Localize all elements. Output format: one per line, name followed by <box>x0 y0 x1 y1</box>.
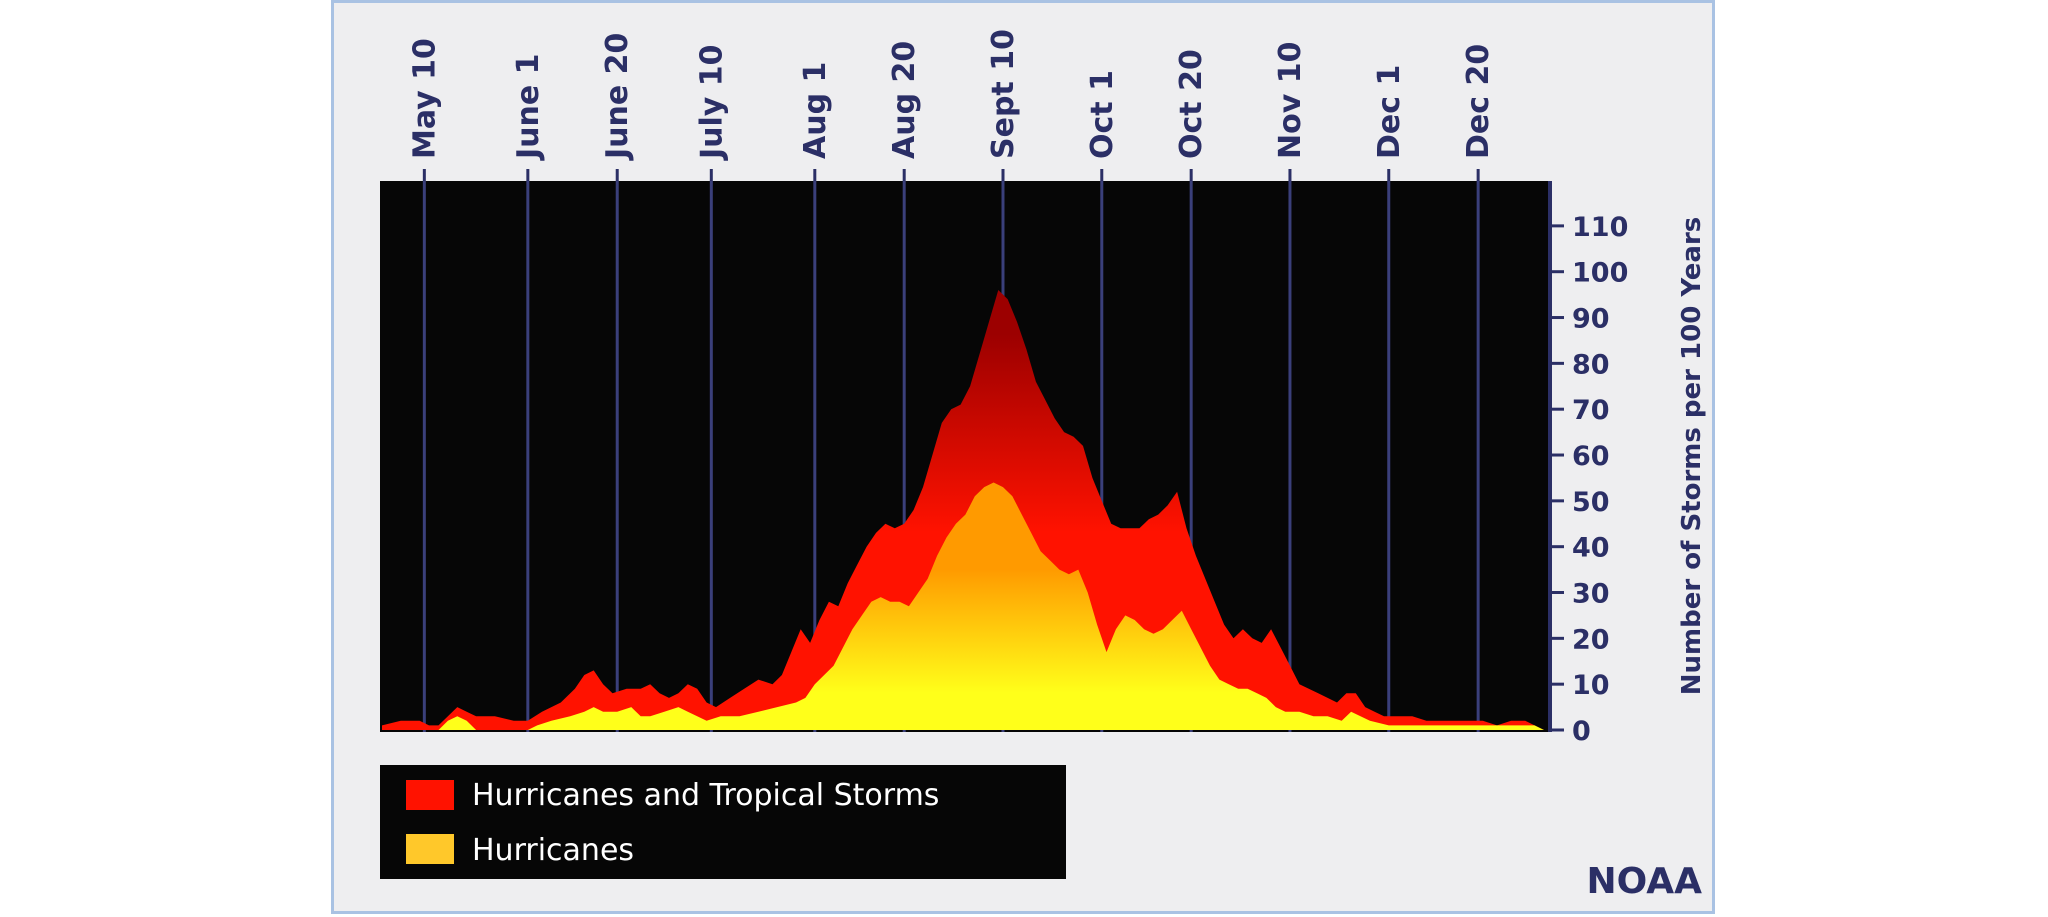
y-tick-label: 80 <box>1572 349 1610 380</box>
y-tick-label: 30 <box>1572 579 1610 610</box>
legend-swatch-tropical-storms <box>406 780 454 810</box>
y-tick-label: 50 <box>1572 487 1610 518</box>
x-tick-label: Oct 1 <box>1085 70 1120 159</box>
x-tick-label: Aug 20 <box>887 41 922 159</box>
legend-label-hurricanes: Hurricanes <box>472 833 634 868</box>
chart-frame: May 10 June 1 June 20 July 10 Aug 1 Aug 20 Sep… <box>331 0 1715 914</box>
noaa-watermark: NOAA <box>1587 861 1703 902</box>
x-tick-label: June 1 <box>511 53 546 161</box>
x-tick-label: Dec 1 <box>1372 65 1407 159</box>
x-tick-label: Dec 20 <box>1461 44 1496 159</box>
x-axis-date-labels: May 10 June 1 June 20 July 10 Aug 1 Aug 20 Sep… <box>407 29 1496 181</box>
series-areas <box>382 290 1544 730</box>
y-axis: 0 10 20 30 40 50 60 70 80 90 100 110 <box>1548 181 1628 747</box>
x-tick-label: Sept 10 <box>986 29 1021 159</box>
y-tick-label: 60 <box>1572 441 1610 472</box>
y-tick-label: 20 <box>1572 624 1610 655</box>
x-tick-label: May 10 <box>407 38 442 159</box>
date-gridlines <box>422 181 1480 732</box>
y-tick-label: 0 <box>1572 716 1591 747</box>
y-tick-label: 40 <box>1572 533 1610 564</box>
x-tick-label: July 10 <box>694 44 729 161</box>
hurricane-season-chart: May 10 June 1 June 20 July 10 Aug 1 Aug 20 Sep… <box>380 29 1707 902</box>
x-tick-label: Aug 1 <box>798 62 833 159</box>
x-tick-label: June 20 <box>600 33 635 161</box>
legend: Hurricanes and Tropical Storms Hurricane… <box>380 765 1066 879</box>
legend-swatch-hurricanes <box>406 834 454 864</box>
legend-box <box>380 765 1066 879</box>
area-hurricanes <box>382 482 1544 730</box>
x-tick-label: Oct 20 <box>1174 49 1209 159</box>
y-tick-label: 10 <box>1572 670 1610 701</box>
y-axis-label: Number of Storms per 100 Years <box>1677 217 1707 696</box>
y-tick-label: 110 <box>1572 212 1628 243</box>
x-tick-label: Nov 10 <box>1273 42 1308 159</box>
legend-label-tropical-storms: Hurricanes and Tropical Storms <box>472 778 939 813</box>
y-tick-label: 70 <box>1572 395 1610 426</box>
area-tropical-storms <box>382 290 1544 730</box>
y-tick-label: 100 <box>1572 258 1628 289</box>
y-tick-label: 90 <box>1572 304 1610 335</box>
